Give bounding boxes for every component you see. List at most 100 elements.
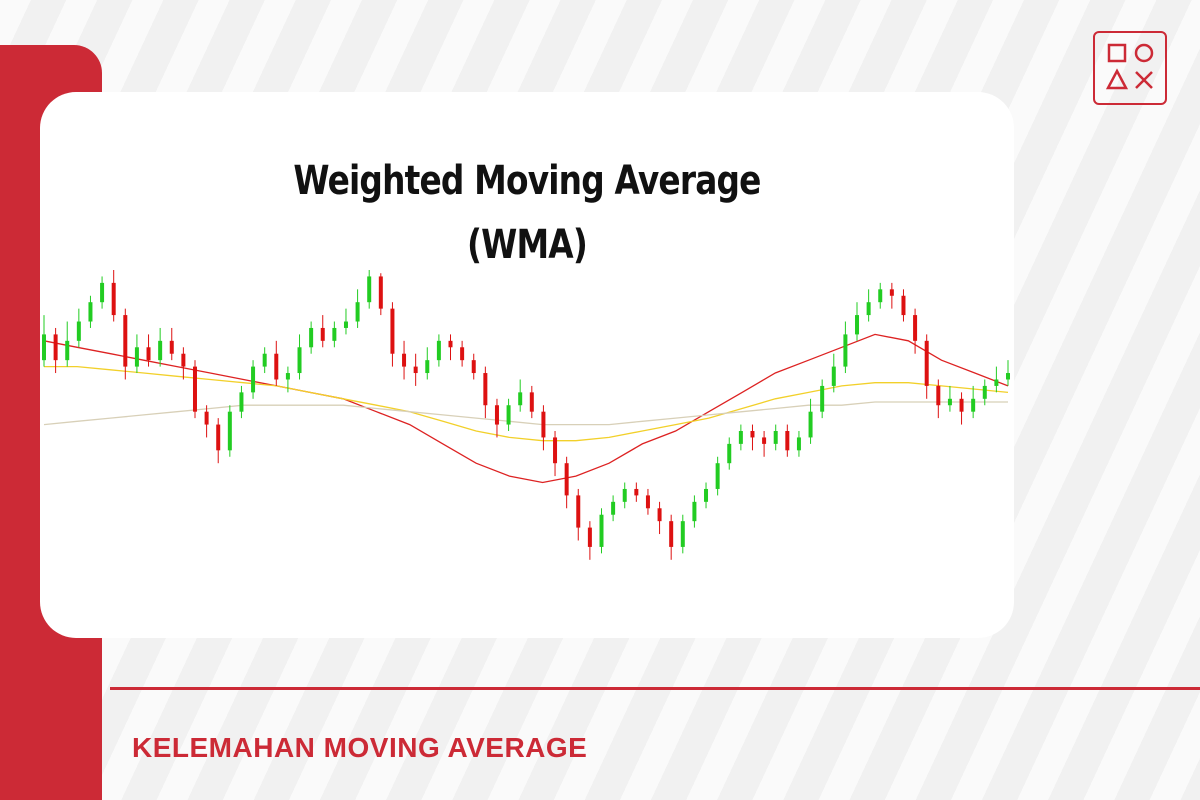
bullish-candle [297, 347, 302, 374]
footer-heading: KELEMAHAN MOVING AVERAGE [132, 732, 588, 763]
bearish-candle [123, 315, 128, 367]
logo-circle-icon [1134, 43, 1154, 63]
bearish-candle [657, 508, 662, 522]
bullish-candle [855, 315, 860, 335]
bearish-candle [913, 315, 918, 341]
logo-cross-icon [1135, 71, 1153, 89]
bullish-candle [715, 463, 720, 489]
bearish-candle [402, 353, 407, 367]
bearish-candle [460, 347, 465, 361]
bullish-candle [355, 302, 360, 322]
bearish-candle [181, 353, 186, 367]
bearish-candle [192, 366, 197, 412]
bearish-candle [645, 495, 650, 509]
bearish-candle [924, 340, 929, 386]
bearish-candle [483, 373, 488, 406]
bullish-candle [796, 437, 801, 451]
bearish-candle [564, 463, 569, 496]
bearish-candle [634, 488, 639, 496]
bearish-candle [762, 437, 767, 444]
bullish-candle [251, 366, 256, 393]
bullish-candle [878, 289, 883, 303]
bearish-candle [111, 282, 116, 316]
bullish-candle [773, 431, 778, 444]
bullish-candle [506, 405, 511, 425]
bullish-candle [808, 411, 813, 438]
candles-group [42, 270, 1010, 560]
bullish-candle [262, 353, 267, 367]
bullish-candle [611, 501, 616, 515]
bearish-candle [320, 327, 325, 341]
bullish-candle [65, 340, 70, 361]
bullish-candle [367, 276, 372, 303]
logo-triangle-icon [1105, 68, 1129, 90]
logo-square-icon [1107, 43, 1127, 63]
bullish-candle [158, 340, 163, 361]
bullish-candle [1006, 373, 1010, 380]
bearish-candle [146, 347, 151, 361]
bullish-candle [100, 282, 105, 303]
bearish-candle [750, 431, 755, 438]
moving-average-lines [43, 333, 1009, 484]
bearish-candle [553, 437, 558, 464]
bullish-candle [843, 334, 848, 367]
bearish-candle [785, 431, 790, 451]
bullish-candle [227, 411, 232, 451]
bullish-candle [831, 366, 836, 386]
bearish-candle [576, 495, 581, 528]
bearish-candle [390, 308, 395, 354]
bearish-candle [541, 411, 546, 438]
bullish-candle [994, 379, 999, 386]
bullish-candle [88, 302, 93, 322]
bearish-candle [53, 334, 58, 361]
bearish-candle [936, 385, 941, 406]
bullish-candle [436, 340, 441, 361]
bullish-candle [738, 431, 743, 444]
bullish-candle [343, 321, 348, 328]
bullish-candle [518, 392, 523, 406]
bullish-candle [971, 398, 976, 412]
shapes-logo-icon [1093, 31, 1167, 105]
bearish-candle [378, 276, 383, 309]
bearish-candle [448, 340, 453, 348]
chart-card [40, 92, 1014, 638]
wma-medium-line [44, 365, 1009, 442]
bearish-candle [204, 411, 209, 425]
bullish-candle [704, 488, 709, 502]
footer-divider [110, 687, 1200, 690]
bearish-candle [529, 392, 534, 412]
chart-subtitle: (WMA) [466, 222, 588, 268]
bearish-candle [413, 366, 418, 374]
bullish-candle [692, 501, 697, 522]
bullish-candle [599, 514, 604, 547]
wma-fast-line [43, 333, 1009, 484]
bearish-candle [901, 295, 906, 316]
bullish-candle [947, 398, 952, 406]
bearish-candle [959, 398, 964, 412]
wma-slow-line [43, 401, 1008, 426]
bearish-candle [669, 521, 674, 547]
chart-title: Weighted Moving Average [293, 158, 761, 204]
bearish-candle [587, 527, 592, 547]
bearish-candle [889, 289, 894, 296]
logo-symbols [1105, 43, 1154, 90]
bearish-candle [274, 353, 279, 380]
bullish-candle [134, 347, 139, 367]
bullish-candle [866, 302, 871, 316]
bullish-candle [727, 443, 732, 464]
bullish-candle [239, 392, 244, 412]
bullish-candle [982, 385, 987, 399]
bullish-candle [332, 327, 337, 341]
bullish-candle [622, 488, 627, 502]
bearish-candle [216, 424, 221, 451]
bullish-candle [42, 334, 46, 361]
bearish-candle [169, 340, 174, 354]
bullish-candle [285, 373, 290, 380]
bullish-candle [76, 321, 81, 341]
bearish-candle [471, 360, 476, 374]
bullish-candle [309, 327, 314, 348]
bullish-candle [820, 385, 825, 412]
bullish-candle [425, 360, 430, 374]
bearish-candle [494, 405, 499, 425]
